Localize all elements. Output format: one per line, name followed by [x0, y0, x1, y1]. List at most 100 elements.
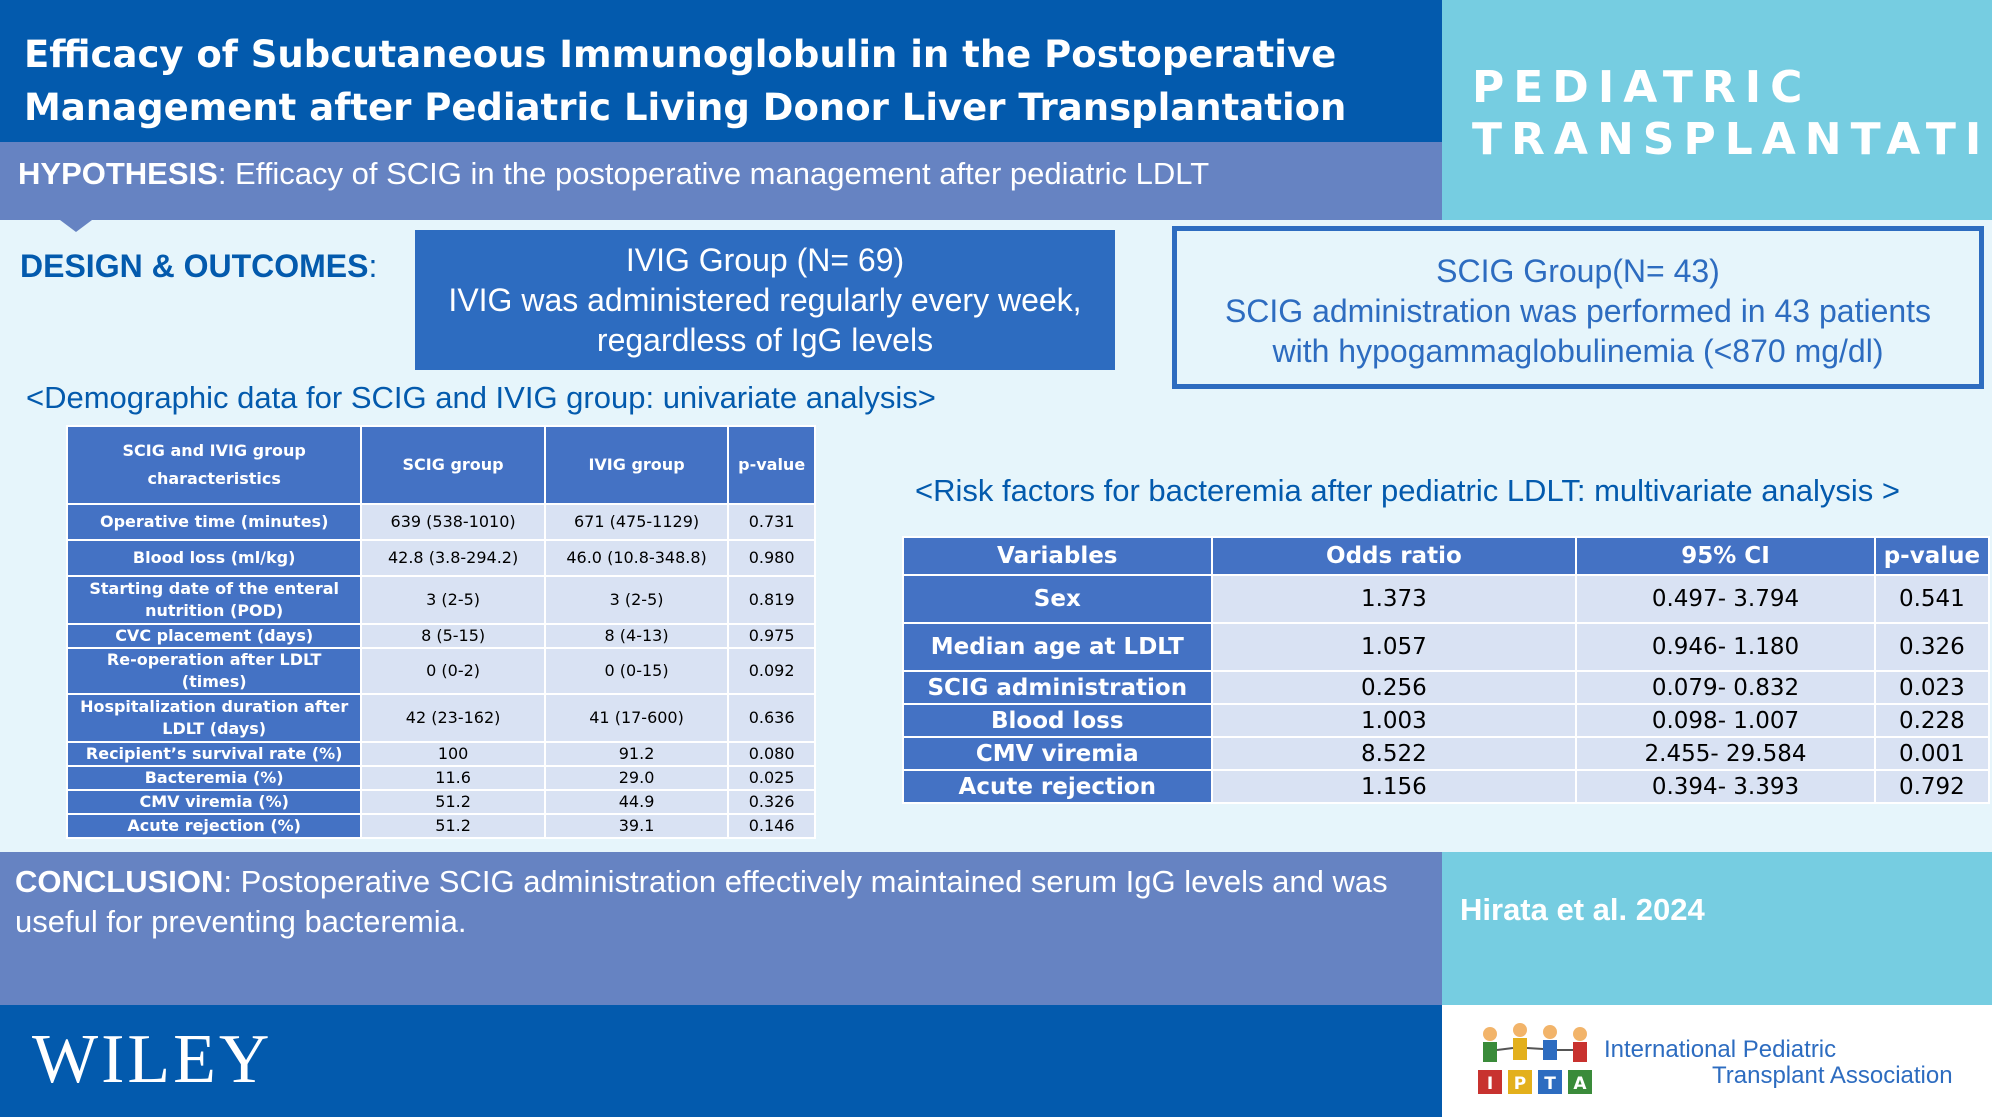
- demographic-table-title: <Demographic data for SCIG and IVIG grou…: [26, 380, 936, 415]
- table-cell: 0.819: [729, 577, 814, 623]
- table-cell: 91.2: [545, 743, 728, 765]
- risk-header: Odds ratio: [1212, 538, 1576, 574]
- title-banner: [0, 0, 1442, 142]
- row-label: CMV viremia (%): [68, 791, 361, 813]
- table-cell: 29.0: [545, 767, 728, 789]
- ipta-name-line-1: International Pediatric: [1604, 1036, 1837, 1063]
- table-cell: 3 (2-5): [362, 577, 544, 623]
- table-cell: 1.057: [1212, 624, 1576, 670]
- table-cell: 0.731: [729, 505, 814, 539]
- scig-group-desc-2: with hypogammaglobulinemia (<870 mg/dl): [1272, 333, 1884, 369]
- table-cell: 639 (538-1010): [362, 505, 544, 539]
- demographic-table: SCIG and IVIG group characteristics SCIG…: [66, 425, 816, 839]
- scig-group-title: SCIG Group(N= 43): [1436, 253, 1720, 289]
- table-cell: 8.522: [1212, 738, 1576, 769]
- row-label: CMV viremia: [904, 738, 1211, 769]
- row-label: Acute rejection (%): [68, 815, 361, 837]
- row-label: Blood loss: [904, 705, 1211, 736]
- row-label: Re-operation after LDLT (times): [68, 649, 361, 693]
- table-cell: 0.497- 3.794: [1577, 576, 1874, 622]
- table-row: Blood loss (ml/kg) 42.8 (3.8-294.2) 46.0 (…: [68, 541, 814, 575]
- row-label: Starting date of the enteral nutrition (…: [68, 577, 361, 623]
- table-cell: 51.2: [362, 815, 544, 837]
- table-cell: 0.394- 3.393: [1577, 771, 1874, 802]
- row-label: Acute rejection: [904, 771, 1211, 802]
- wiley-logo: WILEY: [32, 1021, 273, 1098]
- table-cell: 0.792: [1875, 771, 1988, 802]
- conclusion-label: CONCLUSION: [15, 864, 224, 899]
- table-cell: 2.455- 29.584: [1577, 738, 1874, 769]
- table-row: Acute rejection (%) 51.2 39.1 0.146: [68, 815, 814, 837]
- citation-panel: [1442, 852, 1992, 1005]
- row-label: Bacteremia (%): [68, 767, 361, 789]
- table-cell: 0.256: [1212, 672, 1576, 703]
- table-cell: 41 (17-600): [545, 695, 728, 741]
- table-cell: 8 (5-15): [362, 625, 544, 647]
- table-row: Sex 1.373 0.497- 3.794 0.541: [904, 576, 1988, 622]
- table-row: SCIG administration 0.256 0.079- 0.832 0.02…: [904, 672, 1988, 703]
- ivig-group-title: IVIG Group (N= 69): [625, 242, 905, 278]
- conclusion-text: CONCLUSION: Postoperative SCIG administr…: [15, 862, 1415, 942]
- ivig-group-desc-1: IVIG was administered regularly every we…: [448, 282, 1082, 318]
- ipta-logo-panel: [1442, 1005, 1992, 1117]
- table-row: Acute rejection 1.156 0.394- 3.393 0.792: [904, 771, 1988, 802]
- table-cell: 11.6: [362, 767, 544, 789]
- table-cell: 0.023: [1875, 672, 1988, 703]
- design-label: DESIGN & OUTCOMES: [20, 248, 369, 284]
- demographic-header: SCIG group: [362, 427, 544, 503]
- table-cell: 0.079- 0.832: [1577, 672, 1874, 703]
- row-label: Operative time (minutes): [68, 505, 361, 539]
- journal-logo: PEDIATRIC TRANSPLANTATION: [1442, 0, 1992, 220]
- table-cell: 0.946- 1.180: [1577, 624, 1874, 670]
- table-cell: 44.9: [545, 791, 728, 813]
- hypothesis-banner: [0, 142, 1442, 220]
- table-cell: 100: [362, 743, 544, 765]
- table-cell: 1.003: [1212, 705, 1576, 736]
- demographic-header-row: SCIG and IVIG group characteristics SCIG…: [68, 427, 814, 503]
- table-row: Blood loss 1.003 0.098- 1.007 0.228: [904, 705, 1988, 736]
- journal-name-line-2: TRANSPLANTATION: [1472, 114, 1992, 165]
- table-cell: 0.636: [729, 695, 814, 741]
- risk-header: 95% CI: [1577, 538, 1874, 574]
- title-line-1: Efficacy of Subcutaneous Immunoglobulin …: [24, 33, 1337, 76]
- ipta-name-line-2: Transplant Association: [1712, 1062, 1953, 1089]
- ipta-block-letter: T: [1544, 1074, 1556, 1094]
- table-cell: 0.541: [1875, 576, 1988, 622]
- table-row: Median age at LDLT 1.057 0.946- 1.180 0.326: [904, 624, 1988, 670]
- table-cell: 0 (0-2): [362, 649, 544, 693]
- risk-header: p-value: [1875, 538, 1988, 574]
- risk-header-row: Variables Odds ratio 95% CI p-value: [904, 538, 1988, 574]
- row-label: CVC placement (days): [68, 625, 361, 647]
- design-outcomes-heading: DESIGN & OUTCOMES:: [20, 248, 377, 285]
- demographic-header: p-value: [729, 427, 814, 503]
- conclusion-body: : Postoperative SCIG administration effe…: [15, 864, 1388, 939]
- citation: Hirata et al. 2024: [1460, 892, 1705, 927]
- design-colon: :: [368, 248, 378, 284]
- table-cell: 0.326: [1875, 624, 1988, 670]
- table-cell: 0.025: [729, 767, 814, 789]
- title-line-2: Management after Pediatric Living Donor …: [24, 86, 1347, 129]
- table-cell: 0.228: [1875, 705, 1988, 736]
- row-label: Blood loss (ml/kg): [68, 541, 361, 575]
- table-row: Starting date of the enteral nutrition (…: [68, 577, 814, 623]
- table-row: Re-operation after LDLT (times) 0 (0-2) 0 …: [68, 649, 814, 693]
- table-cell: 42 (23-162): [362, 695, 544, 741]
- journal-name-line-1: PEDIATRIC: [1472, 62, 1812, 113]
- table-cell: 3 (2-5): [545, 577, 728, 623]
- risk-factors-table: Variables Odds ratio 95% CI p-value Sex 1…: [902, 536, 1990, 804]
- demographic-header: SCIG and IVIG group characteristics: [68, 427, 361, 503]
- table-cell: 39.1: [545, 815, 728, 837]
- scig-group-box: SCIG Group(N= 43) SCIG administration wa…: [1172, 226, 1984, 389]
- table-row: CMV viremia (%) 51.2 44.9 0.326: [68, 791, 814, 813]
- row-label: Hospitalization duration after LDLT (day…: [68, 695, 361, 741]
- table-row: Bacteremia (%) 11.6 29.0 0.025: [68, 767, 814, 789]
- table-cell: 0 (0-15): [545, 649, 728, 693]
- table-cell: 46.0 (10.8-348.8): [545, 541, 728, 575]
- table-cell: 42.8 (3.8-294.2): [362, 541, 544, 575]
- table-cell: 1.156: [1212, 771, 1576, 802]
- table-row: Recipient’s survival rate (%) 100 91.2 0.08…: [68, 743, 814, 765]
- ipta-kids-icon: I P T A: [1478, 1023, 1592, 1094]
- row-label: Median age at LDLT: [904, 624, 1211, 670]
- row-label: Recipient’s survival rate (%): [68, 743, 361, 765]
- table-cell: 0.975: [729, 625, 814, 647]
